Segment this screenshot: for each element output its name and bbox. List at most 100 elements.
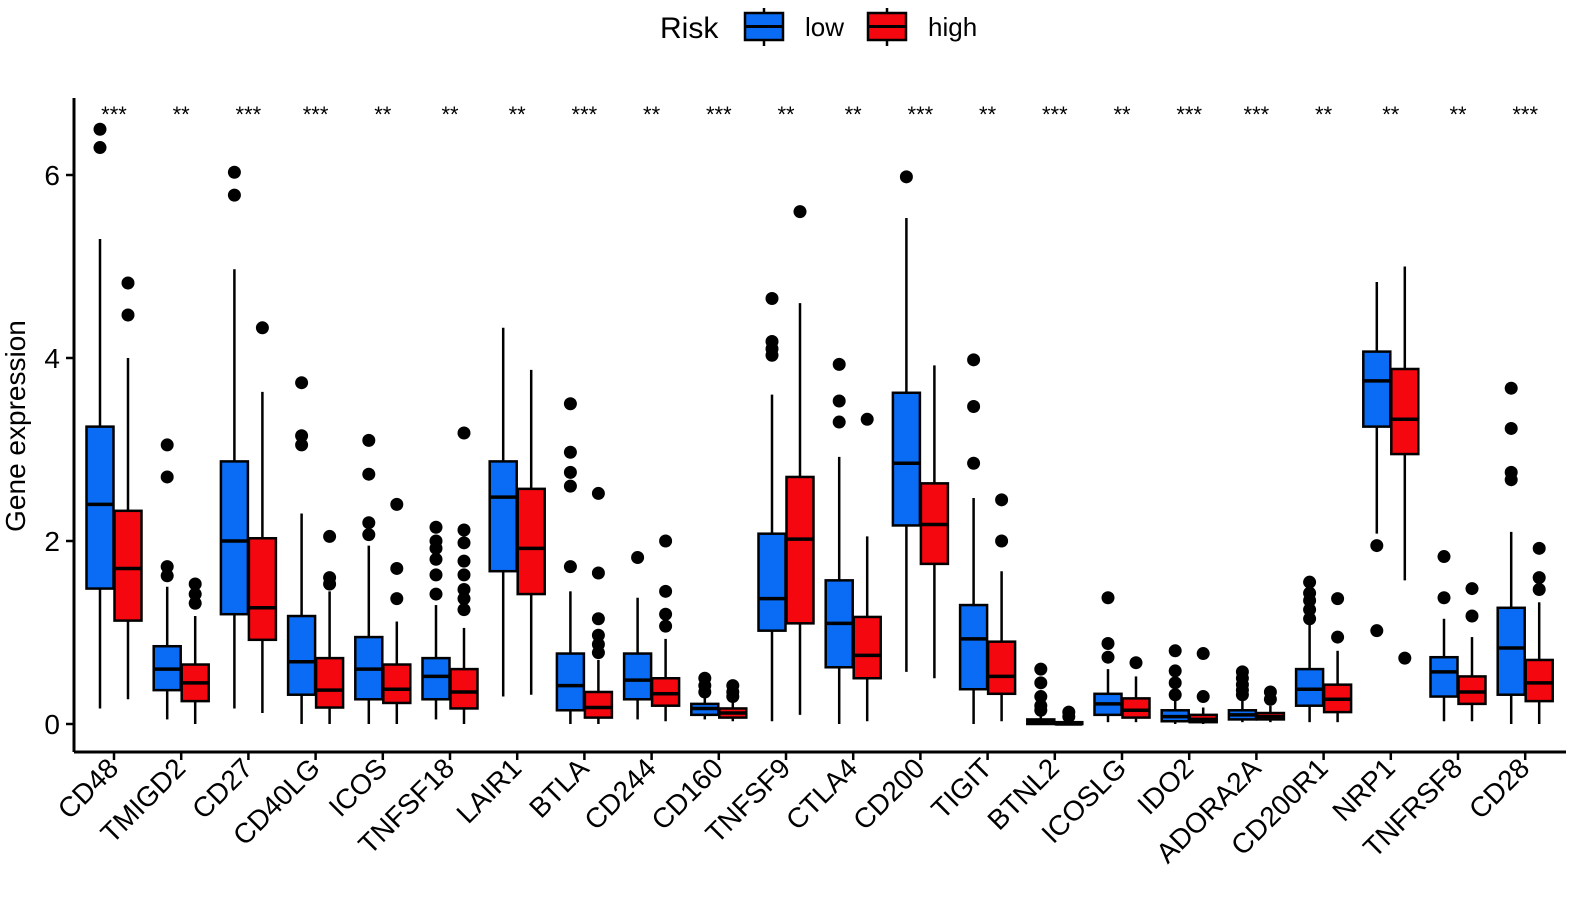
outlier-point [899, 170, 913, 184]
outlier-point [429, 552, 443, 566]
y-tick-label: 4 [44, 343, 60, 374]
x-tick-label: CD28 [1463, 752, 1536, 825]
significance-label: *** [572, 102, 598, 127]
box-body [958, 603, 989, 691]
significance-label: *** [1176, 102, 1202, 127]
outlier-point [793, 205, 807, 219]
box-body [488, 460, 518, 573]
y-tick-label: 2 [44, 526, 60, 557]
outlier-point [429, 587, 443, 601]
outlier-point [563, 465, 577, 479]
x-tick-label: CD200 [847, 752, 931, 836]
outlier-point [1504, 421, 1518, 435]
outlier-point [295, 376, 309, 390]
box-high-BTLA [583, 486, 614, 724]
box-body [1457, 675, 1487, 706]
outlier-point [1303, 593, 1317, 607]
box-high-CTLA4 [852, 412, 882, 722]
significance-label: *** [1244, 102, 1270, 127]
box-body [1429, 655, 1459, 698]
outlier-point [457, 523, 471, 537]
box-body [622, 652, 653, 701]
y-tick-label: 6 [44, 160, 60, 191]
y-tick-label: 0 [44, 709, 60, 740]
box-low-TIGIT [958, 353, 989, 724]
outlier-point [591, 612, 605, 626]
box-high-TMIGD2 [180, 577, 210, 724]
plot-area: 0246CD48***TMIGD2**CD27***CD40LG***ICOS*… [44, 98, 1566, 869]
outlier-point [457, 592, 471, 606]
significance-label: *** [1512, 102, 1538, 127]
box-body [449, 667, 479, 710]
outlier-point [188, 596, 202, 610]
box-high-CD200 [919, 365, 950, 679]
outlier-point [429, 520, 443, 534]
outlier-point [93, 122, 107, 136]
box-body [757, 532, 787, 632]
significance-label: ** [441, 102, 459, 127]
box-low-ICOS [354, 433, 384, 724]
box-low-CD200 [891, 170, 922, 672]
box-body [650, 677, 681, 707]
significance-label: ** [374, 102, 392, 127]
significance-label: *** [303, 102, 329, 127]
x-tick-label: CD244 [578, 752, 662, 836]
x-tick-label: LAIR1 [450, 752, 527, 829]
box-body [421, 656, 451, 701]
outlier-point [295, 429, 309, 443]
outlier-point [591, 566, 605, 580]
box-low-CD244 [622, 550, 653, 720]
significance-label: ** [1315, 102, 1333, 127]
outlier-point [188, 587, 202, 601]
box-body [1496, 606, 1526, 696]
box-body [113, 509, 143, 622]
outlier-point [362, 467, 376, 481]
outlier-point [362, 433, 376, 447]
outlier-point [1168, 688, 1182, 702]
legend-label: high [928, 12, 977, 42]
outlier-point [967, 399, 981, 413]
y-axis-title: Gene expression [0, 320, 31, 532]
box-low-TNFRSF8 [1429, 550, 1459, 722]
outlier-point [1168, 644, 1182, 658]
outlier-point [1437, 550, 1451, 564]
box-low-TMIGD2 [152, 438, 182, 720]
outlier-point [1303, 575, 1317, 589]
box-low-BTNL2 [1026, 662, 1056, 726]
box-body [85, 425, 115, 590]
outlier-point [659, 534, 673, 548]
significance-label: ** [1382, 102, 1400, 127]
box-high-TIGIT [986, 493, 1017, 722]
box-high-LAIR1 [516, 369, 546, 695]
outlier-point [1235, 688, 1249, 702]
x-tick-label: CTLA4 [780, 752, 864, 836]
outlier-point [1437, 591, 1451, 605]
outlier-point [631, 550, 645, 564]
outlier-point [1532, 582, 1546, 596]
outlier-point [1101, 636, 1115, 650]
outlier-point [1034, 662, 1048, 676]
box-low-NRP1 [1362, 282, 1392, 638]
outlier-point [765, 348, 779, 362]
outlier-point [362, 528, 376, 542]
outlier-point [1196, 690, 1210, 704]
box-body [516, 487, 546, 596]
outlier-point [591, 486, 605, 500]
outlier-point [121, 308, 135, 322]
box-body [583, 690, 614, 719]
box-body [1362, 350, 1392, 428]
outlier-point [591, 646, 605, 660]
box-low-IDO2 [1160, 644, 1190, 724]
outlier-point [323, 577, 337, 591]
box-body [1121, 697, 1151, 719]
outlier-point [1303, 603, 1317, 617]
outlier-point [457, 568, 471, 582]
legend-label: low [805, 12, 844, 42]
outlier-point [765, 292, 779, 306]
significance-label: *** [908, 102, 934, 127]
box-high-CD48 [113, 276, 143, 700]
significance-label: ** [845, 102, 863, 127]
box-body [891, 391, 922, 527]
box-low-CD48 [85, 122, 115, 709]
outlier-point [429, 541, 443, 555]
